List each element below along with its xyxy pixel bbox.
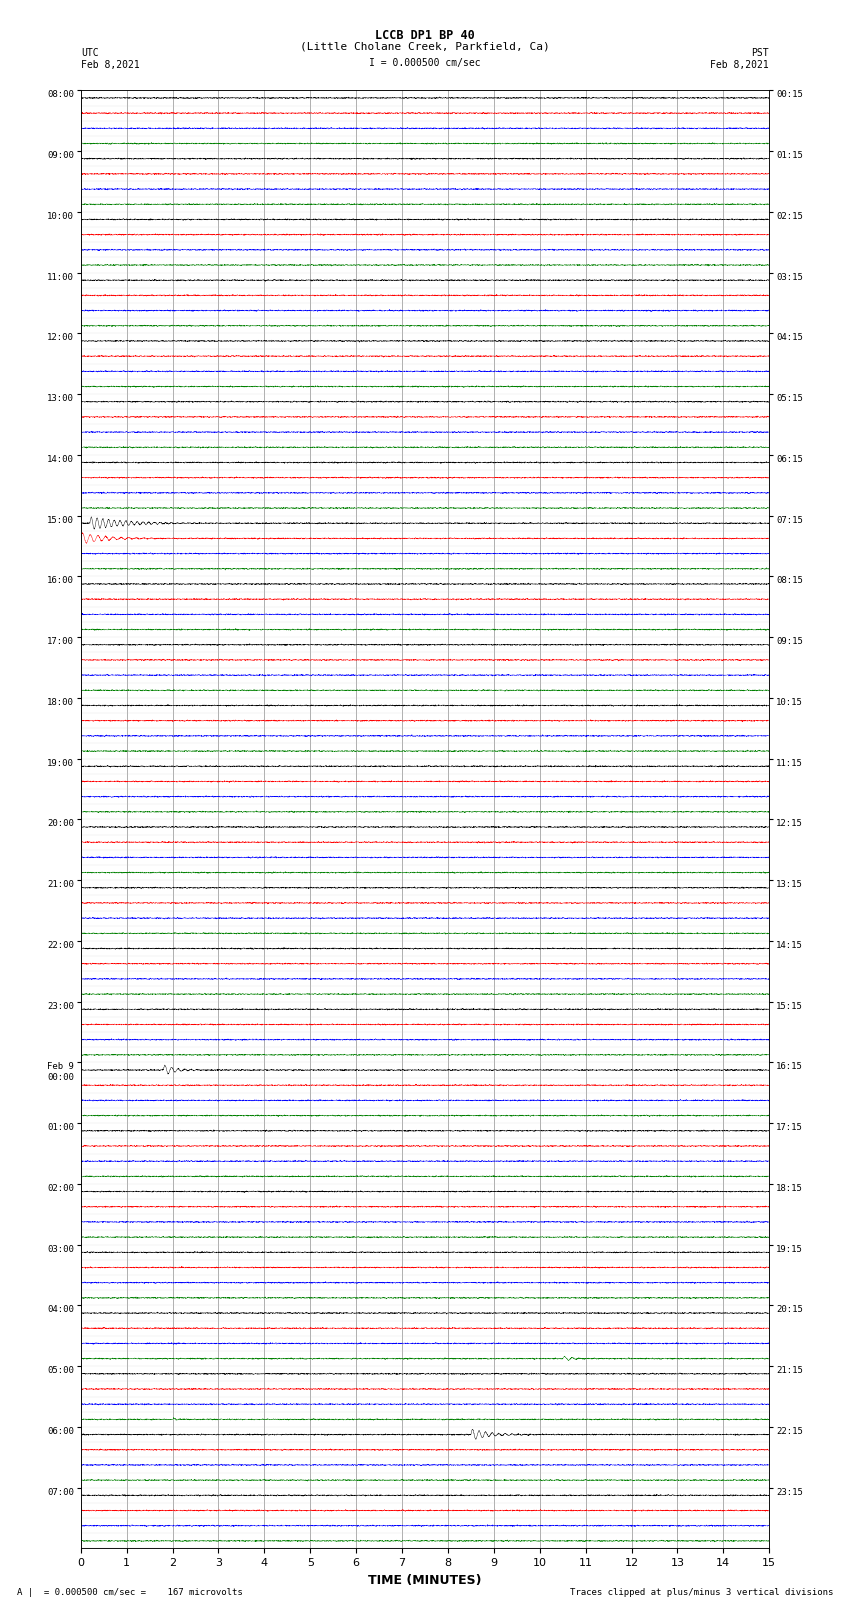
Text: Feb 8,2021: Feb 8,2021 bbox=[711, 60, 769, 69]
Text: I = 0.000500 cm/sec: I = 0.000500 cm/sec bbox=[369, 58, 481, 68]
Text: A |  = 0.000500 cm/sec =    167 microvolts: A | = 0.000500 cm/sec = 167 microvolts bbox=[17, 1587, 243, 1597]
Text: UTC: UTC bbox=[81, 48, 99, 58]
Text: Feb 8,2021: Feb 8,2021 bbox=[81, 60, 139, 69]
Text: PST: PST bbox=[751, 48, 769, 58]
Text: Traces clipped at plus/minus 3 vertical divisions: Traces clipped at plus/minus 3 vertical … bbox=[570, 1587, 833, 1597]
Text: (Little Cholane Creek, Parkfield, Ca): (Little Cholane Creek, Parkfield, Ca) bbox=[300, 42, 550, 52]
X-axis label: TIME (MINUTES): TIME (MINUTES) bbox=[368, 1574, 482, 1587]
Text: LCCB DP1 BP 40: LCCB DP1 BP 40 bbox=[375, 29, 475, 42]
